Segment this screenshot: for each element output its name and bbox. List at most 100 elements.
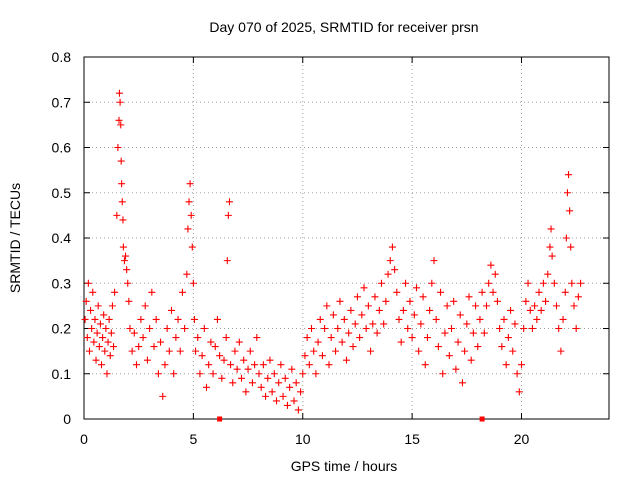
data-point <box>373 329 381 337</box>
data-point <box>223 257 231 265</box>
x-tick-label: 0 <box>80 431 88 447</box>
data-point <box>257 383 265 391</box>
data-point <box>84 279 92 287</box>
data-point <box>242 388 250 396</box>
data-point <box>120 257 128 265</box>
x-tick-label: 5 <box>189 431 197 447</box>
data-point <box>535 288 543 296</box>
data-point <box>456 311 464 319</box>
data-point <box>520 325 528 332</box>
x-tick-label: 10 <box>295 431 311 447</box>
data-point <box>513 370 521 378</box>
data-point <box>421 361 429 369</box>
data-point <box>419 293 427 301</box>
data-point <box>343 356 350 364</box>
data-point <box>308 325 315 332</box>
data-point <box>266 356 274 364</box>
data-point <box>174 315 182 323</box>
data-point <box>94 302 102 310</box>
data-point <box>533 315 541 323</box>
data-point <box>340 315 348 323</box>
data-point <box>248 379 256 387</box>
data-point <box>314 338 322 346</box>
data-point <box>378 279 385 287</box>
data-point <box>410 311 418 319</box>
data-point <box>119 243 127 251</box>
data-point <box>336 297 344 305</box>
data-point <box>264 374 272 382</box>
data-point <box>102 325 110 332</box>
data-point <box>347 306 355 314</box>
data-point <box>570 302 578 310</box>
data-point <box>469 329 477 337</box>
data-point <box>408 334 416 342</box>
data-point <box>88 325 96 332</box>
data-point <box>218 374 226 382</box>
data-point <box>463 320 471 328</box>
data-point <box>563 189 571 197</box>
data-point <box>483 302 490 310</box>
data-point <box>445 352 453 360</box>
data-point <box>423 334 431 342</box>
data-point <box>87 306 95 314</box>
data-point <box>568 279 576 287</box>
data-point <box>194 334 202 342</box>
data-point <box>413 284 420 292</box>
data-point <box>417 320 425 328</box>
data-point <box>105 315 113 323</box>
data-point <box>115 116 123 124</box>
data-point <box>572 325 580 332</box>
data-point <box>108 302 116 310</box>
data-point <box>220 356 228 364</box>
data-point <box>200 325 208 332</box>
data-point <box>491 270 499 278</box>
data-point <box>522 297 530 305</box>
data-point <box>546 243 554 251</box>
data-point <box>544 270 552 278</box>
data-point <box>310 347 318 355</box>
data-point <box>364 302 372 310</box>
data-point <box>176 347 184 355</box>
data-point <box>253 334 261 342</box>
data-point <box>100 311 108 319</box>
data-point <box>85 347 93 355</box>
data-point <box>548 252 556 260</box>
data-point <box>448 325 455 332</box>
y-tick-label: 0.2 <box>52 321 72 337</box>
data-point <box>406 297 414 305</box>
data-point <box>91 315 99 323</box>
data-point <box>187 211 195 219</box>
data-point <box>489 288 497 296</box>
data-point <box>181 325 189 332</box>
data-point <box>244 365 252 373</box>
data-point <box>338 338 346 346</box>
data-point <box>117 157 125 165</box>
data-point <box>345 329 353 337</box>
y-axis-label: SRMTID / TECUs <box>7 183 23 293</box>
data-point <box>126 325 134 332</box>
data-point <box>82 297 90 305</box>
data-point <box>472 302 480 310</box>
x-tick-label: 20 <box>514 431 530 447</box>
data-point <box>133 361 140 369</box>
data-point <box>550 279 558 287</box>
data-point <box>222 334 230 342</box>
data-point <box>255 370 263 378</box>
data-point <box>152 315 160 323</box>
data-point <box>439 370 447 378</box>
data-point <box>207 338 215 346</box>
data-point <box>143 356 151 364</box>
data-point <box>325 361 333 369</box>
data-point <box>107 329 115 337</box>
data-point <box>189 279 197 287</box>
data-point <box>205 361 213 369</box>
data-point <box>90 338 98 346</box>
y-tick-label: 0.8 <box>52 49 72 65</box>
data-point <box>443 302 451 310</box>
data-point <box>203 383 210 391</box>
data-point <box>119 216 127 224</box>
data-point <box>485 279 493 287</box>
data-point <box>528 325 536 332</box>
data-point <box>461 347 469 355</box>
data-point <box>122 252 130 260</box>
